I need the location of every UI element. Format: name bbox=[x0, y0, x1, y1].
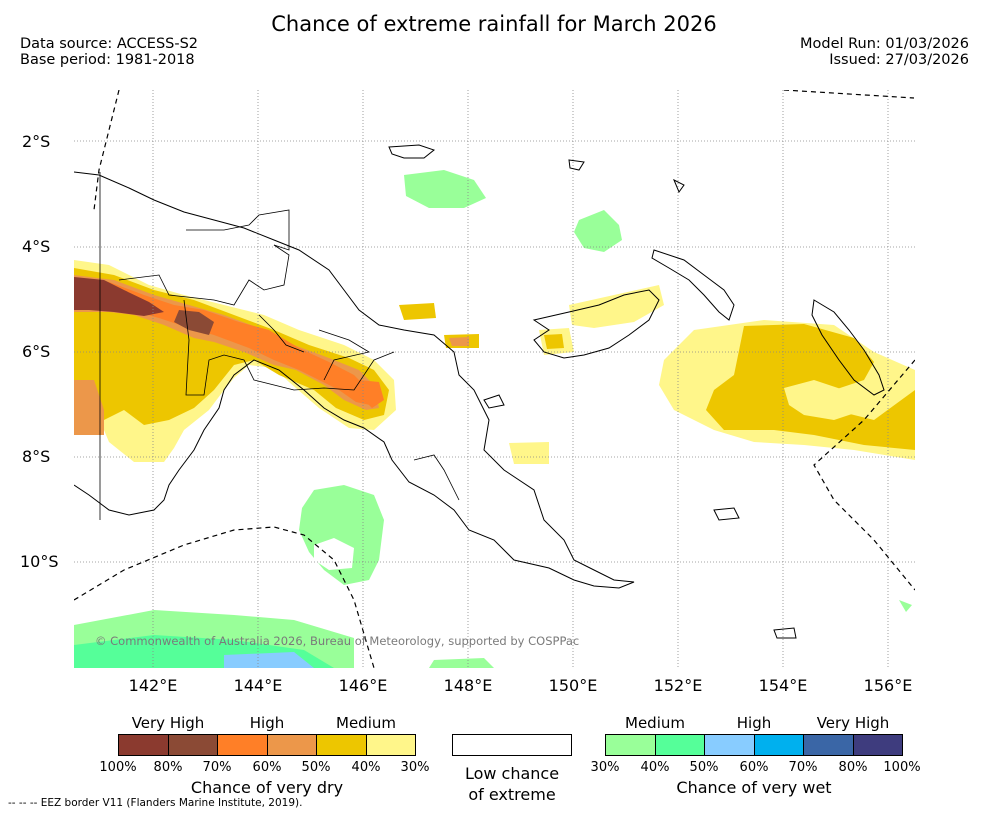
wet-category-high: High bbox=[736, 714, 772, 732]
model-run: Model Run: 01/03/2026 bbox=[799, 36, 969, 52]
wet-category-very-high: Very High bbox=[816, 714, 890, 732]
dry-category-medium: Medium bbox=[336, 714, 396, 732]
wet-legend-title: Chance of very wet bbox=[676, 778, 832, 797]
low-chance-swatch bbox=[452, 734, 572, 756]
low-chance-label-1: Low chance bbox=[464, 764, 560, 783]
dry-swatch-2 bbox=[168, 734, 217, 756]
eez-footnote: -- -- -- EEZ border V11 (Flanders Marine… bbox=[8, 797, 303, 809]
copyright-text: © Commonwealth of Australia 2026, Bureau… bbox=[95, 634, 580, 648]
data-source-info: Data source: ACCESS-S2 Base period: 1981… bbox=[20, 36, 198, 68]
wet-swatch-4 bbox=[754, 734, 803, 756]
dry-tick-80: 80% bbox=[153, 760, 183, 775]
dry-tick-70: 70% bbox=[202, 760, 232, 775]
wet-swatch-5 bbox=[803, 734, 853, 756]
model-run-info: Model Run: 01/03/2026 Issued: 27/03/2026 bbox=[800, 36, 969, 68]
wet-category-medium: Medium bbox=[625, 714, 685, 732]
dry-swatch-3 bbox=[217, 734, 267, 756]
province-borders bbox=[99, 172, 460, 520]
lon-label-142e: 142°E bbox=[128, 676, 178, 695]
dry-swatch-4 bbox=[267, 734, 316, 756]
dry-tick-60: 60% bbox=[252, 760, 282, 775]
very-dry-shading bbox=[74, 260, 915, 464]
dry-swatch-1 bbox=[118, 734, 168, 756]
coastlines bbox=[74, 144, 885, 639]
dry-category-very-high: Very High bbox=[131, 714, 205, 732]
wet-tick-80: 80% bbox=[838, 760, 868, 775]
wet-swatch-2 bbox=[655, 734, 704, 756]
lon-label-154e: 154°E bbox=[758, 676, 808, 695]
lon-label-152e: 152°E bbox=[653, 676, 703, 695]
lon-label-156e: 156°E bbox=[863, 676, 913, 695]
dry-tick-50: 50% bbox=[301, 760, 331, 775]
dry-colorbar bbox=[118, 734, 416, 756]
base-period: Base period: 1981-2018 bbox=[20, 52, 195, 68]
wet-swatch-1 bbox=[605, 734, 655, 756]
dry-swatch-5 bbox=[316, 734, 366, 756]
wet-tick-30: 30% bbox=[590, 760, 620, 775]
wet-tick-100: 100% bbox=[883, 760, 921, 775]
wet-swatch-6 bbox=[853, 734, 903, 756]
lon-label-146e: 146°E bbox=[338, 676, 388, 695]
eez-border bbox=[74, 90, 915, 668]
map-canvas bbox=[74, 90, 915, 668]
lat-label-8s: 8°S bbox=[22, 447, 51, 466]
dry-tick-30: 30% bbox=[400, 760, 430, 775]
lon-label-150e: 150°E bbox=[548, 676, 598, 695]
issued-date: Issued: 27/03/2026 bbox=[829, 52, 969, 68]
lat-label-2s: 2°S bbox=[22, 132, 51, 151]
data-source: Data source: ACCESS-S2 bbox=[20, 36, 199, 52]
dry-legend-title: Chance of very dry bbox=[190, 778, 344, 797]
low-chance-label-2: of extreme bbox=[468, 785, 556, 804]
lat-label-4s: 4°S bbox=[22, 237, 51, 256]
wet-swatch-3 bbox=[704, 734, 754, 756]
dry-tick-100: 100% bbox=[99, 760, 137, 775]
page-title: Chance of extreme rainfall for March 202… bbox=[271, 12, 717, 36]
wet-colorbar bbox=[605, 734, 903, 756]
dry-category-high: High bbox=[249, 714, 285, 732]
lat-label-10s: 10°S bbox=[20, 552, 59, 571]
graticule bbox=[74, 90, 915, 668]
lon-label-144e: 144°E bbox=[233, 676, 283, 695]
lon-label-148e: 148°E bbox=[443, 676, 493, 695]
dry-swatch-6 bbox=[366, 734, 416, 756]
lat-label-6s: 6°S bbox=[22, 342, 51, 361]
dry-tick-40: 40% bbox=[351, 760, 381, 775]
wet-tick-40: 40% bbox=[640, 760, 670, 775]
forecast-map bbox=[74, 90, 915, 668]
wet-tick-70: 70% bbox=[788, 760, 818, 775]
wet-tick-50: 50% bbox=[689, 760, 719, 775]
wet-tick-60: 60% bbox=[739, 760, 769, 775]
